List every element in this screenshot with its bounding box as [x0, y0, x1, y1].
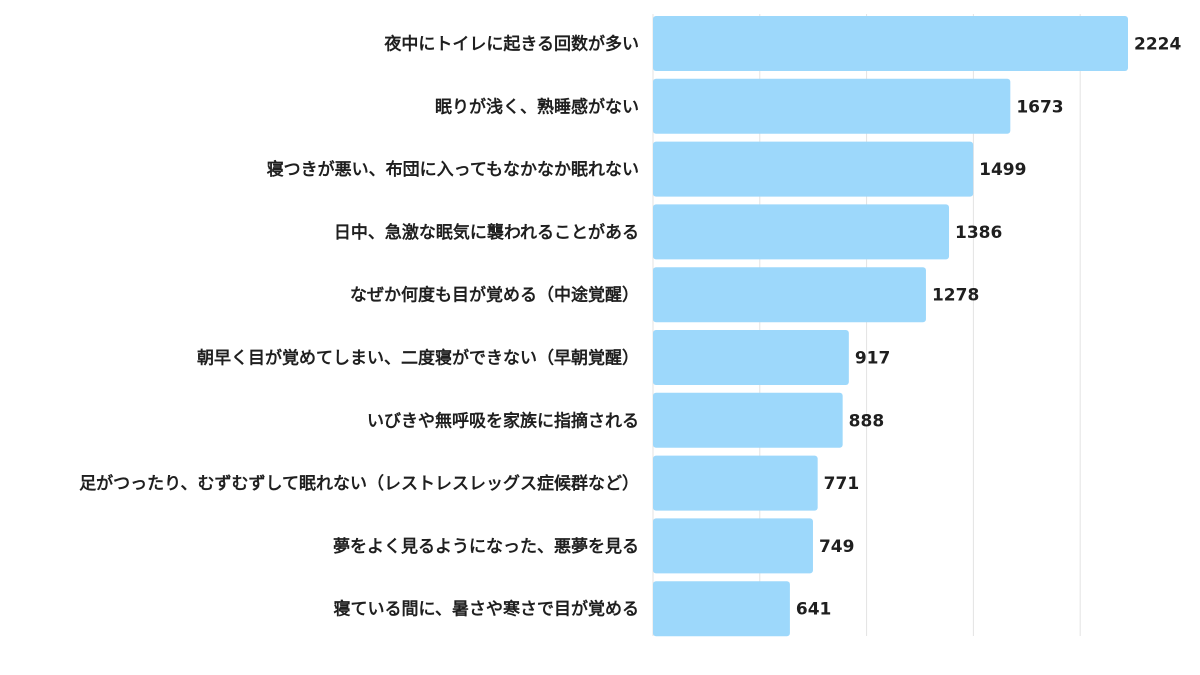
value-label: 771 — [824, 474, 860, 494]
bar — [653, 330, 849, 385]
value-label: 2224 — [1134, 35, 1181, 55]
bar — [653, 16, 1128, 71]
value-label: 1673 — [1016, 97, 1063, 117]
category-label: なぜか何度も目が覚める（中途覚醒） — [350, 285, 639, 306]
bar — [653, 141, 974, 197]
bar — [653, 204, 950, 260]
bar — [653, 455, 818, 511]
bars — [653, 16, 1128, 637]
category-label: 寝ている間に、暑さや寒さで目が覚める — [334, 599, 640, 620]
value-label: 641 — [796, 600, 832, 620]
value-label: 917 — [855, 349, 891, 369]
bar — [653, 392, 843, 448]
value-label: 749 — [819, 537, 855, 557]
category-label: いびきや無呼吸を家族に指摘される — [367, 410, 639, 431]
category-label: 眠りが浅く、熟睡感がない — [435, 96, 639, 117]
value-label: 888 — [849, 411, 885, 431]
bar — [653, 267, 926, 323]
bar — [653, 581, 790, 637]
value-label: 1499 — [979, 160, 1026, 180]
bar — [653, 78, 1011, 134]
category-label: 足がつったり、むずむずして眠れない（レストレスレッグス症候群など） — [79, 473, 639, 494]
category-labels: 夜中にトイレに起きる回数が多い眠りが浅く、熟睡感がない寝つきが悪い、布団に入って… — [79, 34, 639, 620]
value-label: 1278 — [932, 286, 979, 306]
category-label: 夜中にトイレに起きる回数が多い — [383, 34, 639, 55]
category-label: 朝早く目が覚めてしまい、二度寝ができない（早朝覚醒） — [197, 348, 639, 369]
category-label: 日中、急激な眠気に襲われることがある — [334, 222, 639, 243]
value-labels: 2224 1673 1499 1386 1278 917 888 771 749 641 — [796, 35, 1182, 620]
category-label: 夢をよく見るようになった、悪夢を見る — [333, 537, 639, 557]
value-label: 1386 — [955, 223, 1002, 243]
category-label: 寝つきが悪い、布団に入ってもなかなか眠れない — [267, 159, 639, 180]
bar — [653, 518, 813, 574]
